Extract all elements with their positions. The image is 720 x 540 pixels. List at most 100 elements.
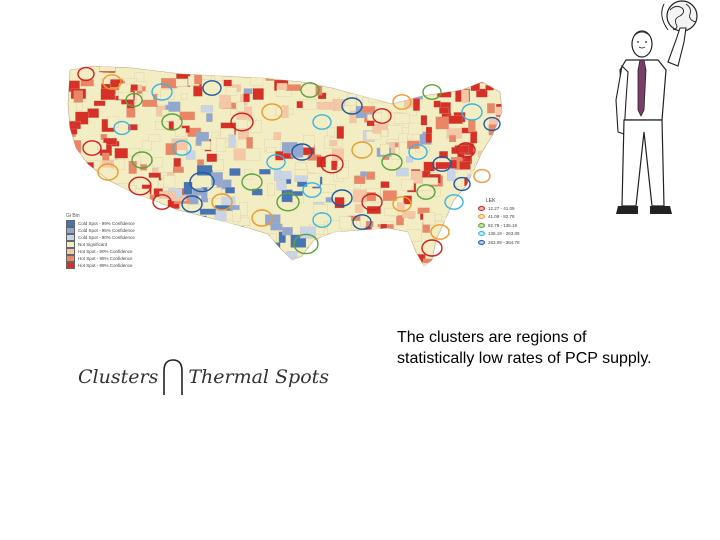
county-patch bbox=[166, 54, 174, 65]
ring-legend-item: 263.09 - 364.78 bbox=[478, 238, 538, 247]
cluster-ring bbox=[461, 103, 483, 121]
cluster-ring bbox=[102, 74, 122, 90]
legend-item: Hot Spot - 95% Confidence bbox=[66, 255, 156, 262]
county-patch bbox=[108, 66, 123, 67]
county-patch bbox=[264, 214, 281, 226]
county-patch bbox=[439, 66, 452, 70]
county-patch bbox=[406, 156, 414, 163]
cluster-ring bbox=[302, 182, 322, 198]
cluster-ring bbox=[361, 193, 383, 211]
legend-item: Cold Spot - 90% Confidence bbox=[66, 234, 156, 241]
county-patch bbox=[282, 260, 297, 266]
county-patch bbox=[316, 68, 327, 79]
cluster-ring bbox=[300, 82, 320, 98]
county-patch bbox=[497, 54, 508, 61]
county-patch bbox=[264, 270, 277, 281]
county-patch bbox=[361, 234, 371, 248]
county-patch bbox=[94, 179, 102, 191]
county-patch bbox=[88, 54, 103, 60]
county-patch bbox=[361, 106, 376, 114]
county-patch bbox=[402, 211, 416, 218]
county-patch bbox=[465, 238, 474, 246]
county-patch bbox=[394, 238, 409, 248]
county-patch bbox=[422, 177, 439, 185]
county-patch bbox=[260, 66, 272, 67]
county-patch bbox=[482, 164, 497, 173]
county-patch bbox=[100, 88, 116, 100]
county-patch bbox=[169, 210, 181, 223]
county-patch bbox=[77, 170, 85, 180]
ring-legend-label: 82.78 - 136.19 bbox=[488, 222, 518, 228]
caption-text: The clusters are regions of statisticall… bbox=[397, 329, 652, 367]
county-patch bbox=[340, 239, 351, 253]
county-patch bbox=[268, 255, 281, 264]
county-patch bbox=[154, 211, 162, 221]
county-patch bbox=[214, 268, 229, 281]
county-patch bbox=[265, 71, 275, 81]
county-patch bbox=[447, 115, 463, 124]
legend-item: Cold Spot - 95% Confidence bbox=[66, 227, 156, 234]
county-patch bbox=[74, 161, 87, 167]
county-patch bbox=[461, 213, 478, 227]
county-patch bbox=[128, 124, 138, 131]
county-patch bbox=[355, 204, 363, 213]
county-patch bbox=[329, 140, 338, 146]
county-patch bbox=[87, 108, 99, 118]
legend-item: Hot Spot - 99% Confidence bbox=[66, 262, 156, 269]
ring-legend: LEK 12.27 - 41.09 41.09 - 82.78 82.78 - 13… bbox=[478, 198, 538, 247]
county-patch bbox=[245, 148, 261, 161]
county-patch bbox=[165, 143, 177, 156]
county-patch bbox=[199, 267, 207, 277]
county-patch bbox=[199, 266, 206, 271]
county-patch bbox=[336, 78, 348, 85]
ring-legend-swatch bbox=[478, 214, 485, 220]
county-patch bbox=[228, 134, 236, 148]
county-patch bbox=[218, 102, 232, 109]
county-patch bbox=[188, 243, 197, 257]
county-patch bbox=[390, 75, 405, 83]
county-patch bbox=[313, 204, 328, 214]
county-patch bbox=[184, 263, 193, 266]
county-patch bbox=[259, 68, 272, 79]
county-patch bbox=[403, 195, 412, 205]
county-patch bbox=[425, 133, 432, 144]
county-patch bbox=[396, 80, 411, 94]
cluster-ring bbox=[151, 83, 173, 101]
legend-title: Gi Bin bbox=[66, 213, 80, 219]
county-patch bbox=[317, 101, 331, 110]
county-patch bbox=[248, 233, 260, 244]
ring-legend-swatch bbox=[478, 222, 485, 228]
county-patch bbox=[198, 220, 215, 232]
county-patch bbox=[236, 101, 245, 112]
county-patch bbox=[412, 98, 420, 111]
county-patch bbox=[303, 265, 313, 266]
county-patch bbox=[148, 134, 161, 142]
county-patch bbox=[438, 68, 448, 75]
legend-swatch bbox=[66, 234, 75, 241]
county-patch bbox=[500, 174, 502, 184]
county-patch bbox=[481, 59, 497, 65]
county-patch bbox=[114, 148, 128, 159]
county-patch bbox=[180, 93, 188, 100]
county-patch bbox=[494, 74, 502, 89]
county-patch bbox=[368, 230, 382, 241]
cluster-ring bbox=[432, 156, 452, 172]
county-patch bbox=[144, 66, 152, 70]
ring-legend-title: LEK bbox=[486, 198, 496, 204]
county-patch bbox=[207, 219, 215, 232]
county-patch bbox=[219, 66, 230, 69]
county-patch bbox=[503, 91, 512, 97]
county-patch bbox=[396, 202, 405, 211]
county-patch bbox=[216, 138, 227, 152]
county-patch bbox=[360, 171, 367, 177]
county-patch bbox=[211, 172, 223, 186]
county-patch bbox=[294, 175, 308, 182]
county-patch bbox=[435, 116, 449, 130]
ring-legend-item: 136.19 - 263.09 bbox=[478, 230, 538, 239]
legend-swatch bbox=[66, 248, 75, 255]
county-patch bbox=[398, 133, 408, 143]
county-patch bbox=[200, 105, 213, 113]
county-patch bbox=[420, 115, 428, 126]
county-patch bbox=[68, 121, 81, 130]
county-patch bbox=[223, 79, 232, 87]
